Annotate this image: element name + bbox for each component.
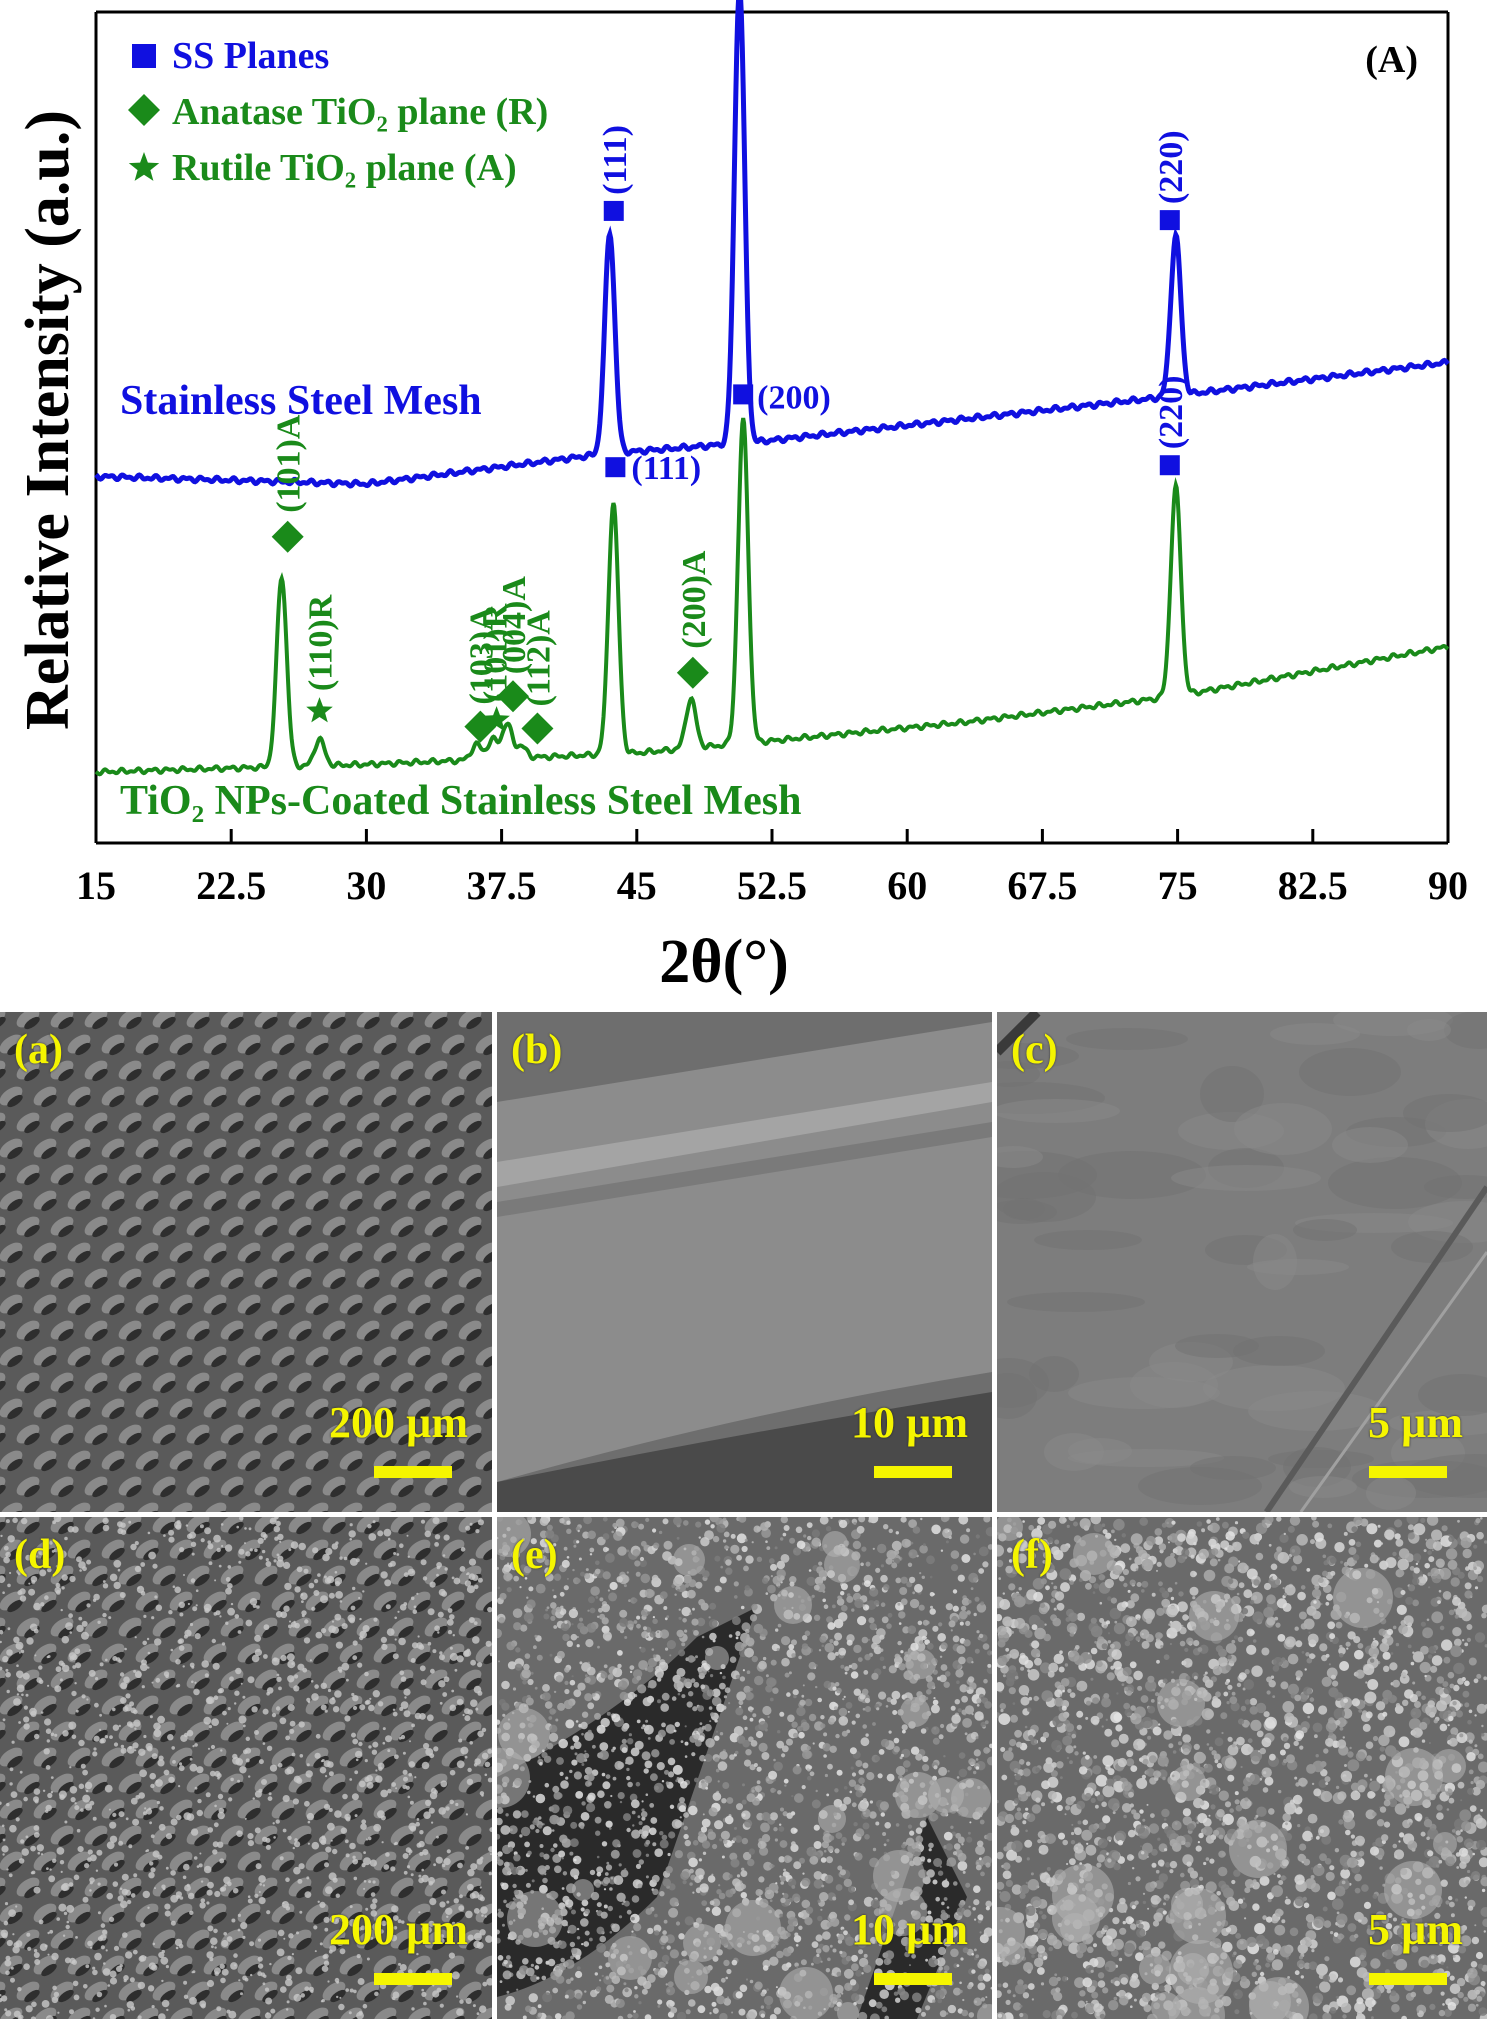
sem-panel-e: (e) 10 µm	[497, 1517, 992, 2019]
series-label-tio2: TiO₂ NPs-Coated Stainless Steel Mesh	[120, 778, 801, 824]
peak-marker-ss	[603, 200, 624, 221]
peak-label: (004)A	[496, 576, 533, 675]
peak-labels: (111)(200)(220)(101)A(110)R(103)A(101)R(…	[271, 125, 1190, 745]
scale-bar	[374, 1973, 452, 1985]
sem-panel-c: (c) 5 µm	[997, 1012, 1487, 1512]
scale-bar-label: 5 µm	[1367, 1398, 1463, 1447]
legend-item-ss: SS Planes	[172, 35, 329, 77]
sem-panel-label: (d)	[14, 1532, 66, 1578]
sem-panel-label: (b)	[511, 1027, 563, 1073]
sem-panel-label: (c)	[1011, 1027, 1058, 1073]
x-tick-label: 52.5	[737, 863, 807, 908]
scale-bar-label: 200 µm	[328, 1398, 468, 1447]
scale-bar-label: 200 µm	[328, 1905, 468, 1954]
x-axis-label: 2θ(°)	[659, 928, 788, 996]
series-line-ss	[94, 0, 1450, 489]
sem-panel-f: (f) 5 µm	[997, 1517, 1487, 2019]
x-tick-label: 82.5	[1278, 863, 1348, 908]
peak-label: (101)A	[271, 414, 308, 513]
chart-axes: 15 22.5 30 37.5 45 52.5 60 67.5 75 82.5 90	[76, 10, 1468, 908]
peak-marker-ss	[1159, 455, 1180, 476]
sem-panel-b: (b) 10 µm	[497, 1012, 992, 1512]
scale-bar	[374, 1466, 452, 1478]
scale-bar	[874, 1973, 952, 1985]
peak-label: (200)A	[676, 550, 713, 649]
xrd-chart: 15 22.5 30 37.5 45 52.5 60 67.5 75 82.5 90 (111) (2…	[14, 0, 1468, 996]
x-tick-label: 60	[887, 863, 927, 908]
legend-item-rutile: Rutile TiO₂ plane (A)	[172, 147, 517, 189]
x-tick-label: 45	[617, 863, 657, 908]
peak-marker-anatase	[271, 520, 304, 553]
peak-marker-anatase	[676, 656, 709, 689]
chart-series	[94, 0, 1450, 777]
x-tick-label: 90	[1428, 863, 1468, 908]
scale-bar-label: 10 µm	[850, 1398, 968, 1447]
scale-bar-label: 10 µm	[850, 1905, 968, 1954]
x-tick-label: 37.5	[467, 863, 537, 908]
peak-marker-ss	[733, 384, 754, 405]
peak-label: (200)	[757, 379, 831, 416]
series-label-ss: Stainless Steel Mesh	[120, 378, 482, 424]
peak-label: (111)	[597, 125, 634, 195]
sem-panel-label: (f)	[1011, 1532, 1053, 1578]
legend-star-marker	[128, 152, 160, 181]
panel-label-A: (A)	[1365, 39, 1418, 81]
x-tick-label: 30	[346, 863, 386, 908]
peak-label: (110)R	[303, 594, 340, 691]
legend-item-anatase: Anatase TiO₂ plane (R)	[172, 91, 548, 133]
peak-marker-anatase	[497, 680, 530, 713]
scale-bar-label: 5 µm	[1367, 1905, 1463, 1954]
x-tick-label: 67.5	[1007, 863, 1077, 908]
peak-label: (112)A	[520, 610, 557, 707]
peak-marker-rutile	[306, 697, 333, 723]
x-tick-label: 15	[76, 863, 116, 908]
peak-marker-rutile	[483, 706, 510, 732]
peak-label: (220)	[1153, 376, 1190, 450]
peak-label: (111)	[631, 450, 701, 487]
peak-label: (220)	[1153, 130, 1190, 204]
scale-bar	[874, 1466, 952, 1478]
scale-bar	[1369, 1973, 1447, 1985]
peak-label: (103)A	[463, 606, 500, 705]
legend-diamond-marker	[128, 94, 160, 126]
sem-image-grid: (a) 200 µm (b) 10 µm (c) 5 µm (d) 200 µm (e) 10 µ…	[0, 1012, 1487, 2019]
legend-square-marker	[132, 44, 156, 68]
peak-marker-ss	[1159, 210, 1180, 231]
x-tick-label: 75	[1158, 863, 1198, 908]
series-line-tio2	[94, 417, 1450, 777]
scale-bar	[1369, 1466, 1447, 1478]
sem-panel-d: (d) 200 µm	[0, 1517, 492, 2019]
peak-marker-anatase	[521, 712, 554, 745]
sem-panel-label: (e)	[511, 1532, 558, 1578]
peak-marker-ss	[605, 457, 626, 478]
x-tick-label: 22.5	[196, 863, 266, 908]
y-axis-label: Relative Intensity (a.u.)	[14, 110, 82, 730]
legend: SS Planes Anatase TiO₂ plane (R) Rutile …	[128, 35, 548, 189]
sem-panel-a: (a) 200 µm	[0, 1012, 492, 1512]
sem-panel-label: (a)	[14, 1027, 63, 1073]
